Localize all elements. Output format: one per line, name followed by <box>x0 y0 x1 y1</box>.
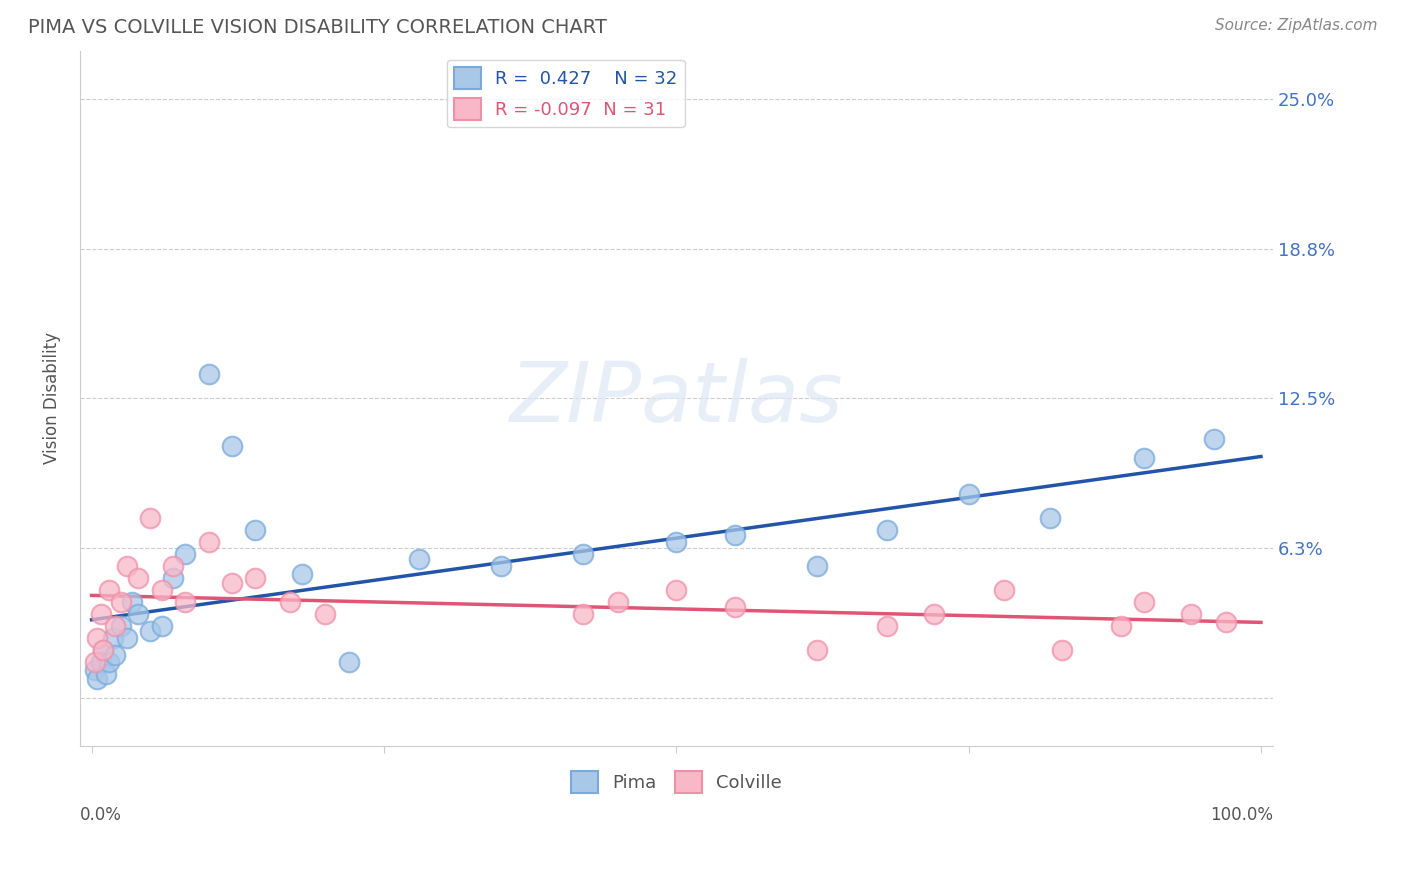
Point <box>86 672 108 686</box>
Y-axis label: Vision Disability: Vision Disability <box>44 333 60 465</box>
Point <box>337 656 360 670</box>
Text: 100.0%: 100.0% <box>1209 806 1272 824</box>
Point <box>571 607 593 622</box>
Point <box>922 607 945 622</box>
Text: Source: ZipAtlas.com: Source: ZipAtlas.com <box>1215 18 1378 33</box>
Point <box>1215 615 1237 629</box>
Point <box>280 595 302 609</box>
Point <box>314 607 336 622</box>
Point <box>993 583 1015 598</box>
Point <box>127 607 149 622</box>
Point <box>91 643 114 657</box>
Point <box>876 619 898 633</box>
Legend: Pima, Colville: Pima, Colville <box>564 764 789 800</box>
Point <box>291 566 314 581</box>
Point <box>104 619 127 633</box>
Point <box>489 559 512 574</box>
Point <box>197 368 219 382</box>
Point <box>1180 607 1202 622</box>
Point <box>724 600 747 615</box>
Point <box>121 595 143 609</box>
Point <box>98 583 121 598</box>
Point <box>162 559 184 574</box>
Point <box>104 648 127 662</box>
Point <box>1050 643 1073 657</box>
Point <box>139 624 162 639</box>
Point <box>665 535 688 549</box>
Point <box>408 552 430 566</box>
Point <box>606 595 628 609</box>
Point <box>806 643 828 657</box>
Point <box>665 583 688 598</box>
Point <box>101 632 124 646</box>
Point <box>84 663 107 677</box>
Point <box>245 571 267 585</box>
Point <box>174 595 197 609</box>
Point <box>221 576 243 591</box>
Point <box>724 528 747 542</box>
Point <box>90 607 112 622</box>
Point <box>98 656 121 670</box>
Point <box>115 632 138 646</box>
Point <box>110 619 132 633</box>
Point <box>86 632 108 646</box>
Point <box>221 440 243 454</box>
Point <box>197 535 219 549</box>
Point <box>127 571 149 585</box>
Point <box>1204 432 1226 446</box>
Point <box>571 548 593 562</box>
Point <box>876 524 898 538</box>
Point <box>94 667 117 681</box>
Point <box>957 487 980 501</box>
Point <box>115 559 138 574</box>
Point <box>84 656 107 670</box>
Text: 0.0%: 0.0% <box>80 806 122 824</box>
Point <box>150 619 173 633</box>
Point <box>1109 619 1132 633</box>
Point <box>90 656 112 670</box>
Point <box>150 583 173 598</box>
Point <box>1039 511 1062 525</box>
Point <box>1133 451 1156 466</box>
Point <box>245 524 267 538</box>
Point <box>139 511 162 525</box>
Text: PIMA VS COLVILLE VISION DISABILITY CORRELATION CHART: PIMA VS COLVILLE VISION DISABILITY CORRE… <box>28 18 607 37</box>
Text: ZIPatlas: ZIPatlas <box>509 358 844 439</box>
Point <box>110 595 132 609</box>
Point <box>806 559 828 574</box>
Point <box>1133 595 1156 609</box>
Point <box>174 548 197 562</box>
Point <box>91 643 114 657</box>
Point <box>162 571 184 585</box>
